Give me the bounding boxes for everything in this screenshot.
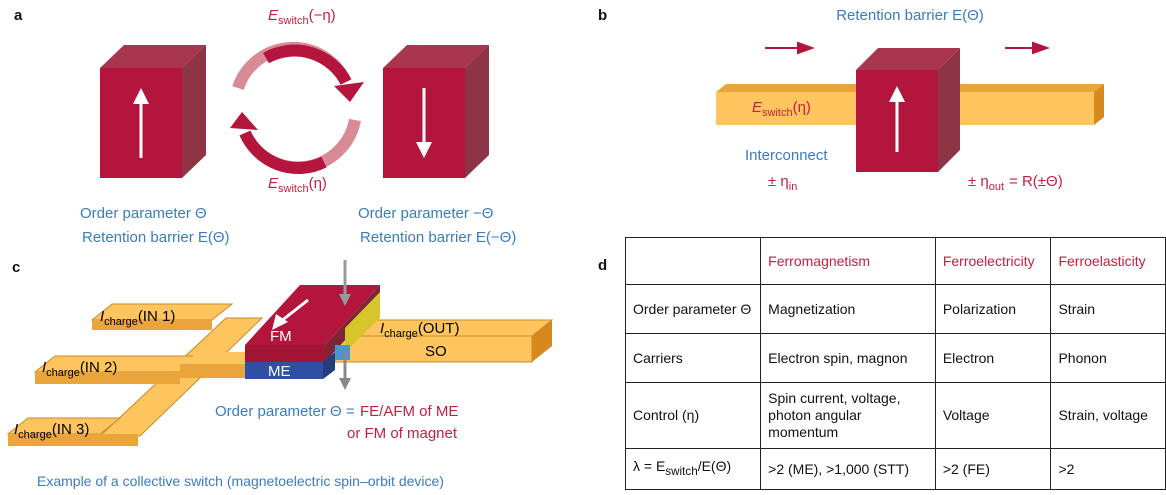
barrier-label: Retention barrier E(Θ) bbox=[82, 229, 230, 246]
page: a Eswitch(−η) Eswitch(η) Order parameter… bbox=[0, 0, 1166, 495]
shape bbox=[798, 43, 812, 53]
text-part: (IN 2) bbox=[80, 359, 118, 376]
energy-label: Eswitch(η) bbox=[268, 175, 327, 195]
table-cell: Strain, voltage bbox=[1051, 383, 1166, 449]
cube bbox=[383, 45, 489, 178]
lambda-part: /E(Θ) bbox=[698, 458, 731, 474]
text-part: charge bbox=[384, 328, 418, 340]
table-cell: Electron bbox=[935, 334, 1051, 383]
text-part: = R(±Θ) bbox=[1009, 173, 1063, 190]
panel-label: b bbox=[598, 7, 607, 24]
shape bbox=[940, 84, 1104, 92]
table-row: Control (η)Spin current, voltage, photon… bbox=[626, 383, 1166, 449]
text-part: out bbox=[989, 181, 1004, 193]
table-cell bbox=[626, 238, 761, 285]
shape bbox=[230, 112, 258, 130]
shape bbox=[180, 364, 245, 378]
shape bbox=[940, 92, 1094, 125]
me-label: ME bbox=[268, 363, 291, 380]
table-cell: Voltage bbox=[935, 383, 1051, 449]
table-cell: Polarization bbox=[935, 285, 1051, 334]
table-cell: Electron spin, magnon bbox=[761, 334, 936, 383]
barrier-label: Retention barrier E(Θ) bbox=[836, 7, 984, 24]
eta-out: ± ηout = R(±Θ) bbox=[968, 173, 1063, 193]
fm-label: FM bbox=[270, 328, 292, 345]
switch-arrows bbox=[230, 48, 364, 168]
text-part: (IN 1) bbox=[138, 308, 176, 325]
text-part: charge bbox=[104, 316, 138, 328]
cube bbox=[100, 45, 206, 178]
order-value: FE/AFM of ME bbox=[360, 403, 458, 420]
shape bbox=[334, 82, 364, 102]
eta-in: ± ηin bbox=[768, 173, 797, 193]
table-cell: >2 bbox=[1051, 449, 1166, 490]
text-part: ± η bbox=[768, 173, 789, 190]
table-cell: >2 (FE) bbox=[935, 449, 1051, 490]
lambda-part: switch bbox=[665, 465, 697, 478]
table-row: λ = Eswitch/E(Θ)>2 (ME), >1,000 (STT)>2 … bbox=[626, 449, 1166, 490]
table-cell: Strain bbox=[1051, 285, 1166, 334]
shape bbox=[716, 84, 866, 92]
text-part: switch bbox=[762, 107, 793, 119]
table-header: Ferroelectricity bbox=[935, 238, 1051, 285]
shape bbox=[266, 51, 346, 82]
text-part: charge bbox=[46, 367, 80, 379]
table-header: Ferromagnetism bbox=[761, 238, 936, 285]
table-cell: Order parameter Θ bbox=[626, 285, 761, 334]
text-part: (OUT) bbox=[418, 320, 460, 337]
lambda-part: λ = E bbox=[633, 458, 665, 474]
table-cell: >2 (ME), >1,000 (STT) bbox=[761, 449, 936, 490]
shape bbox=[339, 378, 351, 390]
order-label: Order parameter −Θ bbox=[358, 205, 493, 222]
table-cell: Phonon bbox=[1051, 334, 1166, 383]
text-part: in bbox=[789, 181, 798, 193]
panel-label: d bbox=[598, 257, 607, 274]
table-cell: Spin current, voltage, photon angular mo… bbox=[761, 383, 936, 449]
table-cell: Carriers bbox=[626, 334, 761, 383]
barrier-label: Retention barrier E(−Θ) bbox=[360, 229, 516, 246]
table-cell: λ = Eswitch/E(Θ) bbox=[626, 449, 761, 490]
shape bbox=[245, 345, 325, 362]
shape bbox=[465, 45, 489, 178]
shape bbox=[182, 45, 206, 178]
table-header: Ferroelasticity bbox=[1051, 238, 1166, 285]
energy-label: Eswitch(−η) bbox=[268, 7, 336, 27]
panel-label: a bbox=[14, 7, 23, 24]
caption: Example of a collective switch (magnetoe… bbox=[37, 473, 444, 489]
shape bbox=[1033, 43, 1047, 53]
shape bbox=[335, 345, 350, 360]
shape bbox=[245, 133, 324, 168]
interconnect-label: Interconnect bbox=[745, 147, 828, 164]
text-part: (IN 3) bbox=[52, 421, 90, 438]
order-label: Order parameter Θ = bbox=[215, 403, 355, 420]
table-cell: Control (η) bbox=[626, 383, 761, 449]
panel-label: c bbox=[12, 259, 20, 276]
cube bbox=[856, 48, 960, 172]
table-cell: Magnetization bbox=[761, 285, 936, 334]
so-label: SO bbox=[425, 343, 447, 360]
text-part: switch bbox=[278, 15, 309, 27]
order-value: or FM of magnet bbox=[347, 425, 458, 442]
text-part: switch bbox=[278, 183, 309, 195]
text-part: charge bbox=[18, 429, 52, 441]
text-part: (−η) bbox=[309, 7, 336, 24]
text-part: (η) bbox=[309, 175, 327, 192]
order-label: Order parameter Θ bbox=[80, 205, 207, 222]
text-part: ± η bbox=[968, 173, 989, 190]
text-part: (η) bbox=[793, 99, 811, 116]
